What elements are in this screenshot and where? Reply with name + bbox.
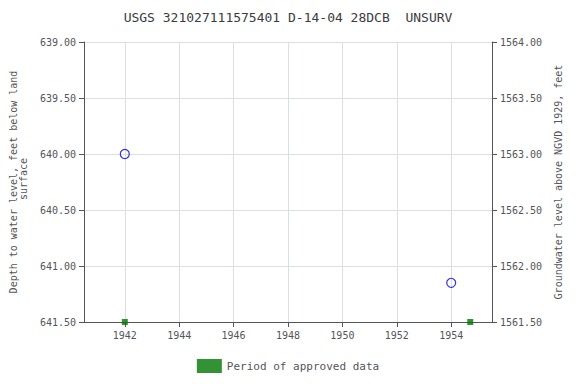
svg-text:1562.00: 1562.00 [500, 261, 542, 272]
svg-text:1944: 1944 [167, 330, 191, 341]
svg-text:640.00: 640.00 [40, 149, 76, 160]
svg-text:641.00: 641.00 [40, 261, 76, 272]
svg-text:639.50: 639.50 [40, 93, 76, 104]
svg-text:Depth to water level, feet bel: Depth to water level, feet below land [8, 70, 20, 294]
svg-text:1942: 1942 [113, 330, 137, 341]
svg-text:1561.50: 1561.50 [500, 317, 542, 328]
svg-text:USGS 321027111575401 D-14-04 2: USGS 321027111575401 D-14-04 28DCB UNSUR… [124, 10, 453, 25]
svg-text:640.50: 640.50 [40, 205, 76, 216]
svg-text:1950: 1950 [330, 330, 354, 341]
svg-text:641.50: 641.50 [40, 317, 76, 328]
svg-text:1948: 1948 [276, 330, 300, 341]
svg-text:Period of approved data: Period of approved data [227, 360, 379, 373]
svg-text:1952: 1952 [385, 330, 409, 341]
svg-text:1563.00: 1563.00 [500, 149, 542, 160]
svg-text:1954: 1954 [439, 330, 463, 341]
svg-text:1562.50: 1562.50 [500, 205, 542, 216]
svg-text:surface: surface [18, 158, 29, 206]
svg-text:Groundwater level above NGVD 1: Groundwater level above NGVD 1929, feet [553, 65, 564, 300]
svg-text:639.00: 639.00 [40, 37, 76, 48]
svg-text:1563.50: 1563.50 [500, 93, 542, 104]
svg-text:1564.00: 1564.00 [500, 37, 542, 48]
svg-text:1946: 1946 [222, 330, 246, 341]
